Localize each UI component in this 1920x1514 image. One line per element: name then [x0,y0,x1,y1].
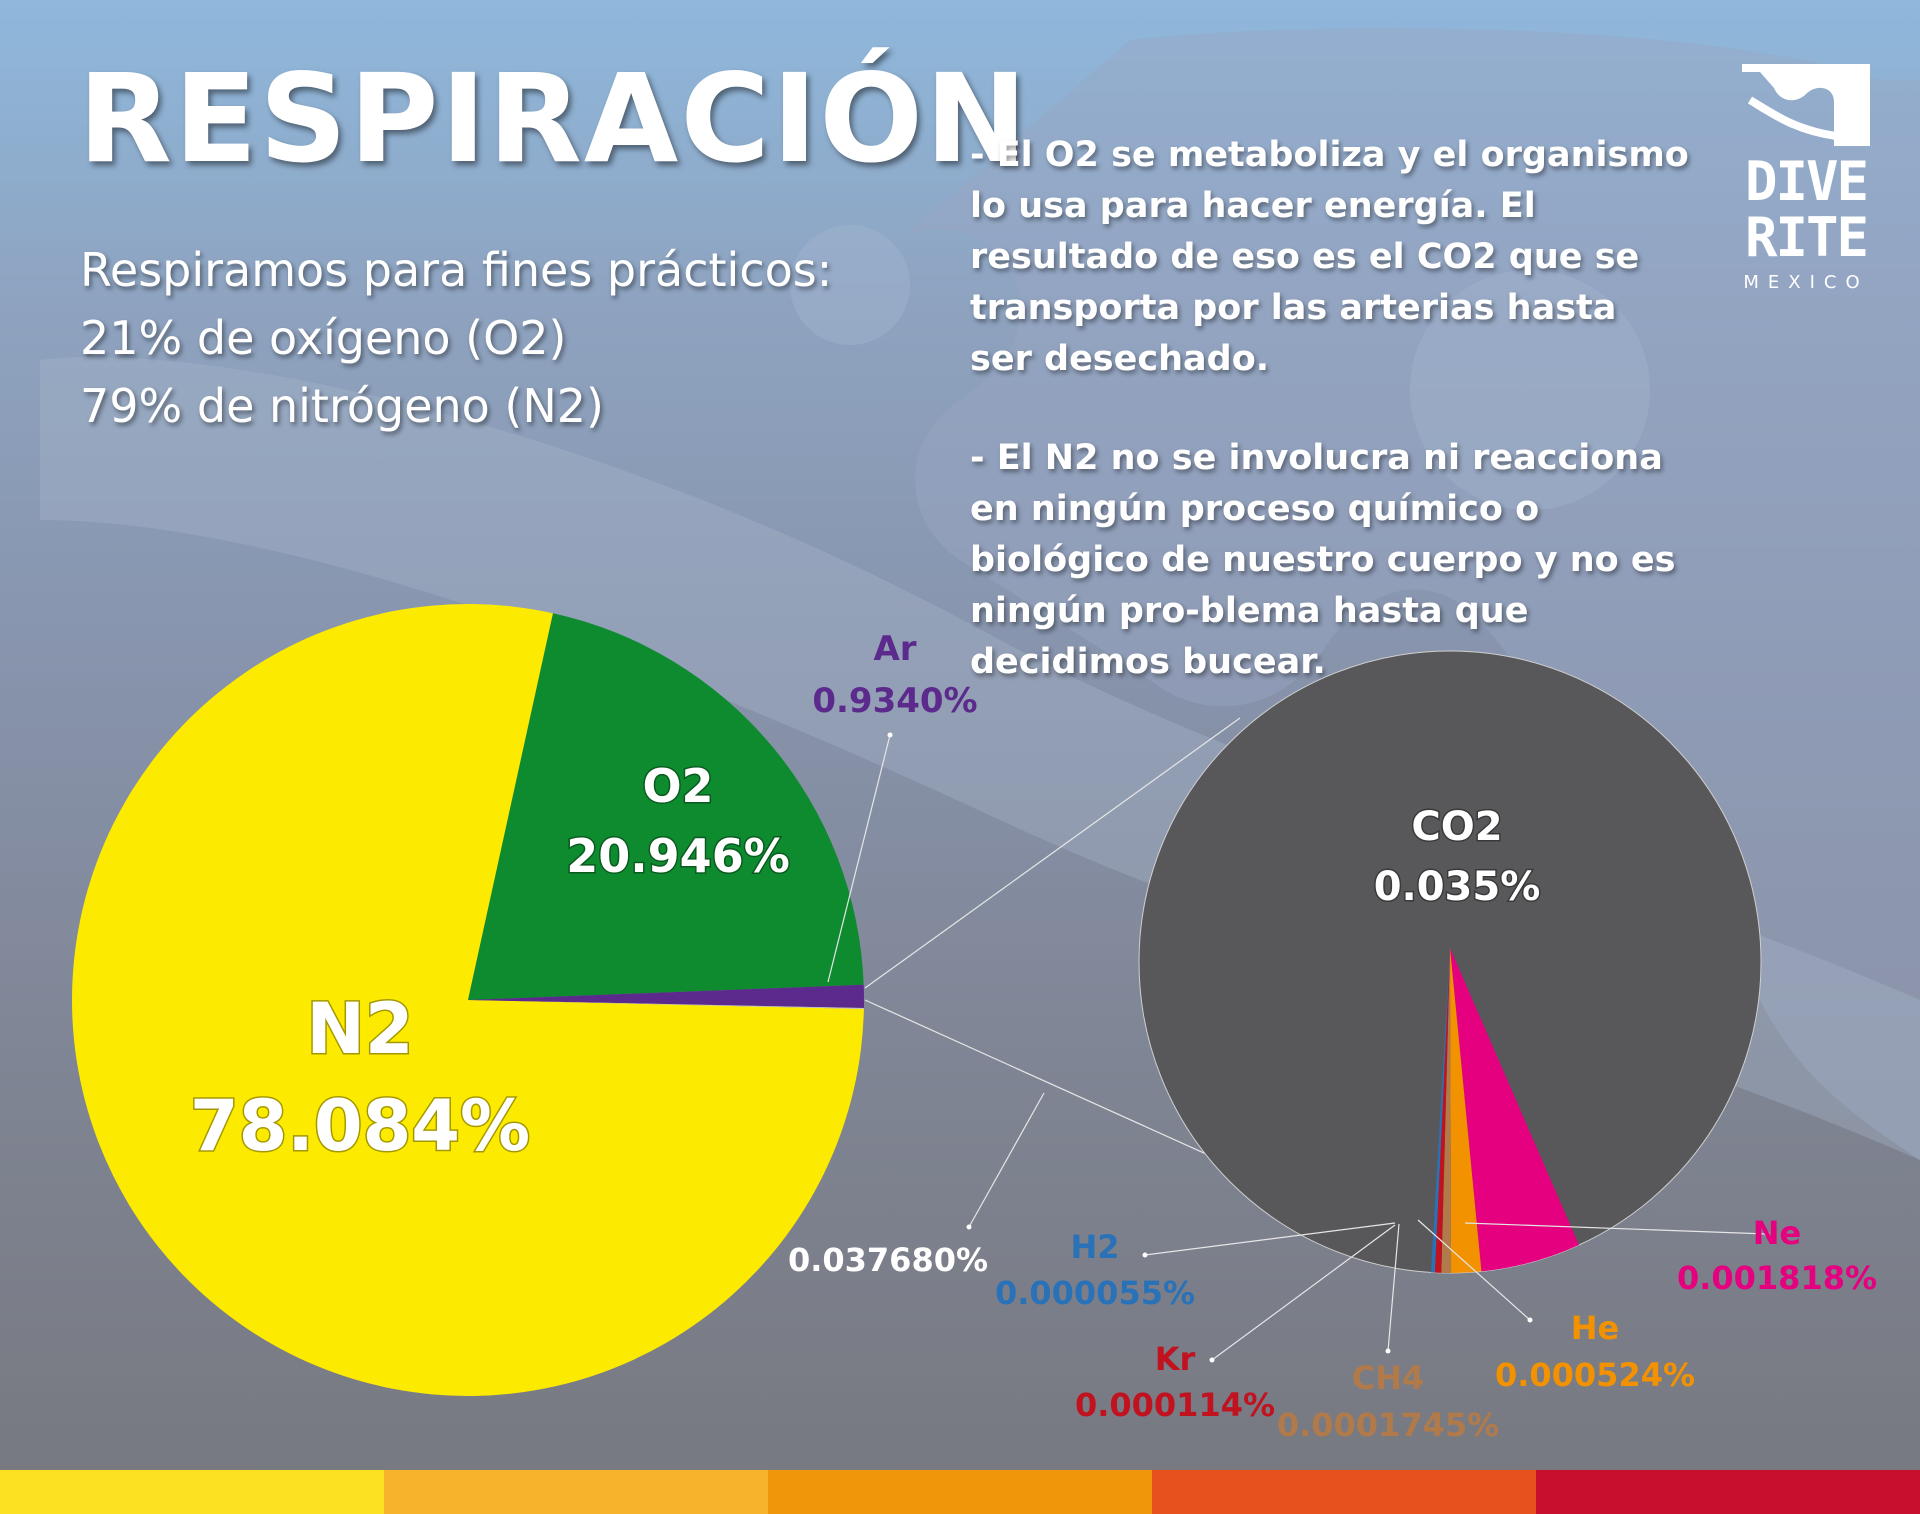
value-o2: 20.946% [566,829,790,883]
pie-slice-ch4 [1441,948,1452,1274]
note-n2: - El N2 no se involucra ni reacciona en … [970,438,1676,682]
value-other: 0.037680% [788,1241,988,1279]
label-kr: Kr [1155,1340,1196,1378]
color-stripe-2 [384,1470,768,1514]
logo-line-1: DIVE [1744,150,1869,213]
leader-dot-kr [1209,1357,1215,1363]
value-kr: 0.000114% [1075,1386,1275,1424]
leader-ch4 [1387,1223,1400,1352]
label-co2: CO2 [1411,804,1502,850]
logo-line-3: MEXICO [1743,272,1869,293]
label-ar: Ar [873,629,916,669]
leader-dot-ne [1764,1231,1770,1237]
value-h2: 0.000055% [995,1274,1195,1312]
leader-dot-ar [887,732,893,738]
leader-dot-other [966,1224,972,1230]
color-stripe-3 [768,1470,1152,1514]
pie-slice-o2 [468,613,864,1000]
color-stripe-4 [1152,1470,1536,1514]
label-ne: Ne [1753,1214,1801,1252]
page-title: RESPIRACIÓN [78,48,1030,190]
logo-mark-icon [1742,64,1870,146]
value-ch4: 0.0001745% [1277,1406,1499,1444]
leader-other [968,1092,1045,1228]
leader-ar [827,734,891,983]
intro-text: Respiramos para fines prácticos: 21% de … [80,236,832,440]
value-n2: 78.084% [190,1085,530,1167]
pie-slice-h2 [1431,948,1450,1273]
pie-slice-other [468,1000,864,1009]
label-he: He [1571,1309,1619,1347]
pie-slice-n2 [72,603,864,1396]
label-n2: N2 [306,988,413,1070]
leader-dot-h2 [1142,1252,1148,1258]
label-h2: H2 [1070,1228,1119,1266]
dive-rite-logo: DIVE RITE MEXICO [1736,60,1876,320]
logo-line-2: RITE [1744,206,1869,269]
intro-line-1: Respiramos para fines prácticos: [80,243,833,297]
leader-dot-he [1527,1317,1533,1323]
color-stripe-5 [1536,1470,1920,1514]
leader-he [1417,1219,1531,1321]
label-o2: O2 [642,759,713,813]
connector-top [864,717,1241,989]
pie-slice-ar [468,984,865,1009]
notes-text: - El O2 se metaboliza y el organismo lo … [970,130,1690,736]
leader-ne [1464,1222,1768,1235]
composition-pie-charts: N2 78.084% O2 20.946% Ar 0.9340% 0.037680% CO2 0… [72,603,1877,1444]
pie-slice-kr [1434,948,1450,1273]
intro-line-2: 21% de oxígeno (O2) [80,311,567,365]
value-ar: 0.9340% [812,681,977,721]
leader-h2 [1144,1222,1396,1256]
pie-slice-he [1450,948,1482,1273]
leader-kr [1211,1224,1396,1361]
value-he: 0.000524% [1495,1356,1695,1394]
note-o2: - El O2 se metaboliza y el organismo lo … [970,135,1689,379]
value-co2: 0.035% [1374,864,1541,910]
color-stripe-1 [0,1470,384,1514]
pie-slice-ne [1450,948,1579,1272]
leader-dot-ch4 [1385,1348,1391,1354]
value-ne: 0.001818% [1677,1259,1877,1297]
intro-line-3: 79% de nitrógeno (N2) [80,379,604,433]
label-ch4: CH4 [1352,1359,1425,1397]
